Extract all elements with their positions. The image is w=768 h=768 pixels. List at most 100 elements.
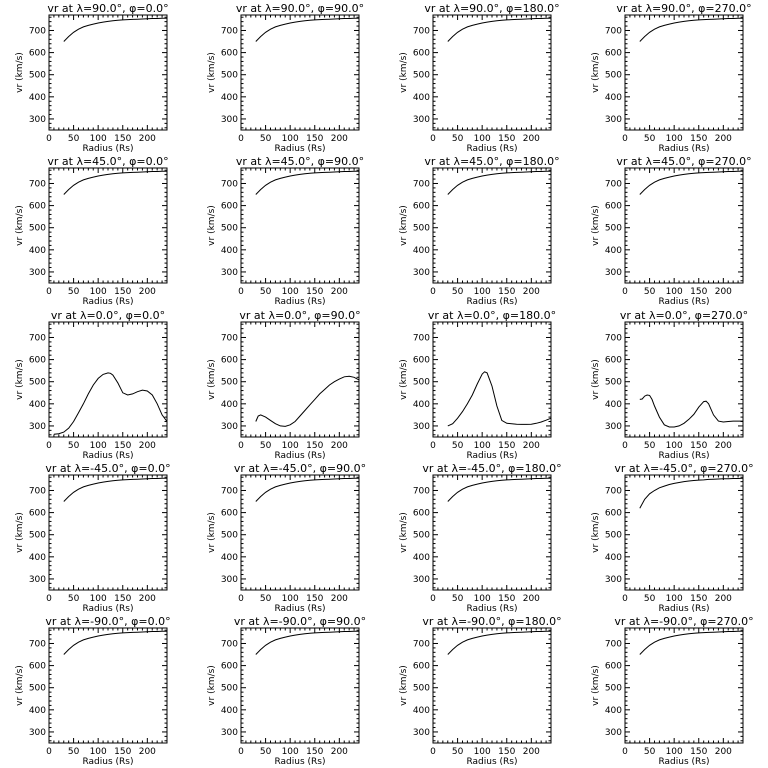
chart-panel: vr at λ=0.0°, φ=180.0° 0 50 100 150 200 300 400… bbox=[399, 309, 556, 461]
y-tick-label: 300 bbox=[605, 268, 622, 278]
x-tick-label: 0 bbox=[430, 287, 436, 297]
y-tick-label: 300 bbox=[413, 422, 430, 432]
x-tick-label: 0 bbox=[238, 594, 244, 604]
plot-frame bbox=[432, 321, 552, 438]
x-tick-label: 200 bbox=[331, 134, 348, 144]
chart-title: vr at λ=90.0°, φ=90.0° bbox=[236, 2, 364, 15]
y-tick-label: 500 bbox=[221, 378, 238, 388]
x-tick-label: 200 bbox=[523, 441, 540, 451]
x-tick-label: 50 bbox=[260, 441, 272, 451]
y-tick-label: 300 bbox=[605, 575, 622, 585]
y-tick-label: 700 bbox=[605, 333, 622, 343]
y-axis-label: vr (km/s) bbox=[207, 359, 217, 400]
x-tick-label: 100 bbox=[474, 441, 491, 451]
x-tick-label: 50 bbox=[68, 134, 80, 144]
chart-panel: vr at λ=0.0°, φ=270.0° 0 50 100 150 200 300 400… bbox=[591, 309, 748, 461]
x-tick-label: 100 bbox=[474, 287, 491, 297]
x-tick-label: 50 bbox=[644, 594, 656, 604]
y-tick-label: 500 bbox=[29, 531, 46, 541]
chart-panel: vr at λ=45.0°, φ=0.0° 0 50 100 150 200 300 400 5… bbox=[15, 155, 169, 307]
y-tick-label: 700 bbox=[413, 639, 430, 649]
x-tick-label: 50 bbox=[68, 747, 80, 757]
x-axis-label: Radius (Rs) bbox=[274, 297, 325, 307]
y-tick-label: 700 bbox=[605, 26, 622, 36]
y-tick-label: 400 bbox=[29, 246, 46, 256]
y-axis-label: vr (km/s) bbox=[591, 665, 601, 706]
x-tick-label: 0 bbox=[430, 441, 436, 451]
y-tick-label: 300 bbox=[605, 728, 622, 738]
x-tick-label: 150 bbox=[114, 747, 131, 757]
x-tick-label: 100 bbox=[666, 594, 683, 604]
x-axis-label: Radius (Rs) bbox=[274, 451, 325, 461]
chart-title: vr at λ=90.0°, φ=270.0° bbox=[616, 2, 751, 15]
chart-title: vr at λ=-45.0°, φ=180.0° bbox=[422, 462, 561, 475]
x-tick-label: 200 bbox=[715, 134, 732, 144]
y-tick-label: 600 bbox=[413, 356, 430, 366]
x-tick-label: 150 bbox=[498, 441, 515, 451]
y-tick-label: 700 bbox=[29, 179, 46, 189]
chart-panel: vr at λ=0.0°, φ=90.0° 0 50 100 150 200 300 400 5… bbox=[207, 309, 361, 461]
y-tick-label: 500 bbox=[221, 684, 238, 694]
x-axis-label: Radius (Rs) bbox=[466, 604, 517, 614]
x-tick-label: 200 bbox=[715, 594, 732, 604]
series-line bbox=[639, 394, 743, 428]
x-axis-label: Radius (Rs) bbox=[274, 144, 325, 154]
y-tick-label: 400 bbox=[29, 706, 46, 716]
series-line bbox=[63, 17, 167, 42]
x-axis-label: Radius (Rs) bbox=[82, 451, 133, 461]
plot-frame bbox=[432, 474, 552, 591]
chart-panel: vr at λ=45.0°, φ=270.0° 0 50 100 150 200 300 40… bbox=[591, 155, 752, 307]
y-tick-label: 600 bbox=[29, 49, 46, 59]
y-tick-label: 400 bbox=[605, 553, 622, 563]
series-line bbox=[255, 17, 359, 42]
y-axis-label: vr (km/s) bbox=[15, 52, 25, 93]
series-line bbox=[447, 170, 551, 195]
x-axis-label: Radius (Rs) bbox=[82, 297, 133, 307]
y-axis-label: vr (km/s) bbox=[15, 359, 25, 400]
y-axis-label: vr (km/s) bbox=[207, 52, 217, 93]
y-tick-label: 400 bbox=[413, 553, 430, 563]
x-tick-label: 100 bbox=[282, 134, 299, 144]
x-tick-label: 50 bbox=[68, 594, 80, 604]
chart-panel: vr at λ=-90.0°, φ=0.0° 0 50 100 150 200 300 400… bbox=[15, 615, 171, 767]
y-tick-label: 600 bbox=[413, 202, 430, 212]
x-axis-label: Radius (Rs) bbox=[658, 451, 709, 461]
chart-title: vr at λ=45.0°, φ=180.0° bbox=[424, 155, 559, 168]
chart-title: vr at λ=-90.0°, φ=180.0° bbox=[422, 615, 561, 628]
x-tick-label: 150 bbox=[690, 441, 707, 451]
x-tick-label: 0 bbox=[46, 747, 52, 757]
chart-title: vr at λ=0.0°, φ=0.0° bbox=[51, 309, 165, 322]
x-tick-label: 50 bbox=[452, 134, 464, 144]
x-tick-label: 100 bbox=[282, 594, 299, 604]
y-tick-label: 300 bbox=[221, 728, 238, 738]
x-axis-label: Radius (Rs) bbox=[466, 144, 517, 154]
y-axis-label: vr (km/s) bbox=[207, 665, 217, 706]
y-tick-label: 400 bbox=[605, 706, 622, 716]
y-tick-label: 400 bbox=[413, 93, 430, 103]
y-tick-label: 500 bbox=[413, 684, 430, 694]
y-tick-label: 700 bbox=[605, 639, 622, 649]
x-tick-label: 200 bbox=[331, 441, 348, 451]
y-tick-label: 700 bbox=[221, 179, 238, 189]
y-tick-label: 300 bbox=[221, 115, 238, 125]
x-tick-label: 0 bbox=[622, 287, 628, 297]
y-tick-label: 400 bbox=[605, 246, 622, 256]
y-tick-label: 400 bbox=[221, 246, 238, 256]
x-tick-label: 100 bbox=[90, 287, 107, 297]
x-tick-label: 100 bbox=[666, 134, 683, 144]
y-axis-label: vr (km/s) bbox=[591, 359, 601, 400]
y-axis-label: vr (km/s) bbox=[591, 512, 601, 553]
y-tick-label: 400 bbox=[29, 93, 46, 103]
x-tick-label: 200 bbox=[139, 441, 156, 451]
plot-frame bbox=[48, 14, 168, 131]
x-tick-label: 0 bbox=[46, 594, 52, 604]
y-tick-label: 700 bbox=[29, 639, 46, 649]
x-tick-label: 0 bbox=[430, 594, 436, 604]
y-tick-label: 400 bbox=[29, 400, 46, 410]
chart-panel: vr at λ=90.0°, φ=180.0° 0 50 100 150 200 300 40… bbox=[399, 2, 560, 154]
x-tick-label: 50 bbox=[452, 441, 464, 451]
x-tick-label: 50 bbox=[452, 747, 464, 757]
y-tick-label: 500 bbox=[29, 378, 46, 388]
y-tick-label: 300 bbox=[29, 268, 46, 278]
y-tick-label: 500 bbox=[605, 71, 622, 81]
